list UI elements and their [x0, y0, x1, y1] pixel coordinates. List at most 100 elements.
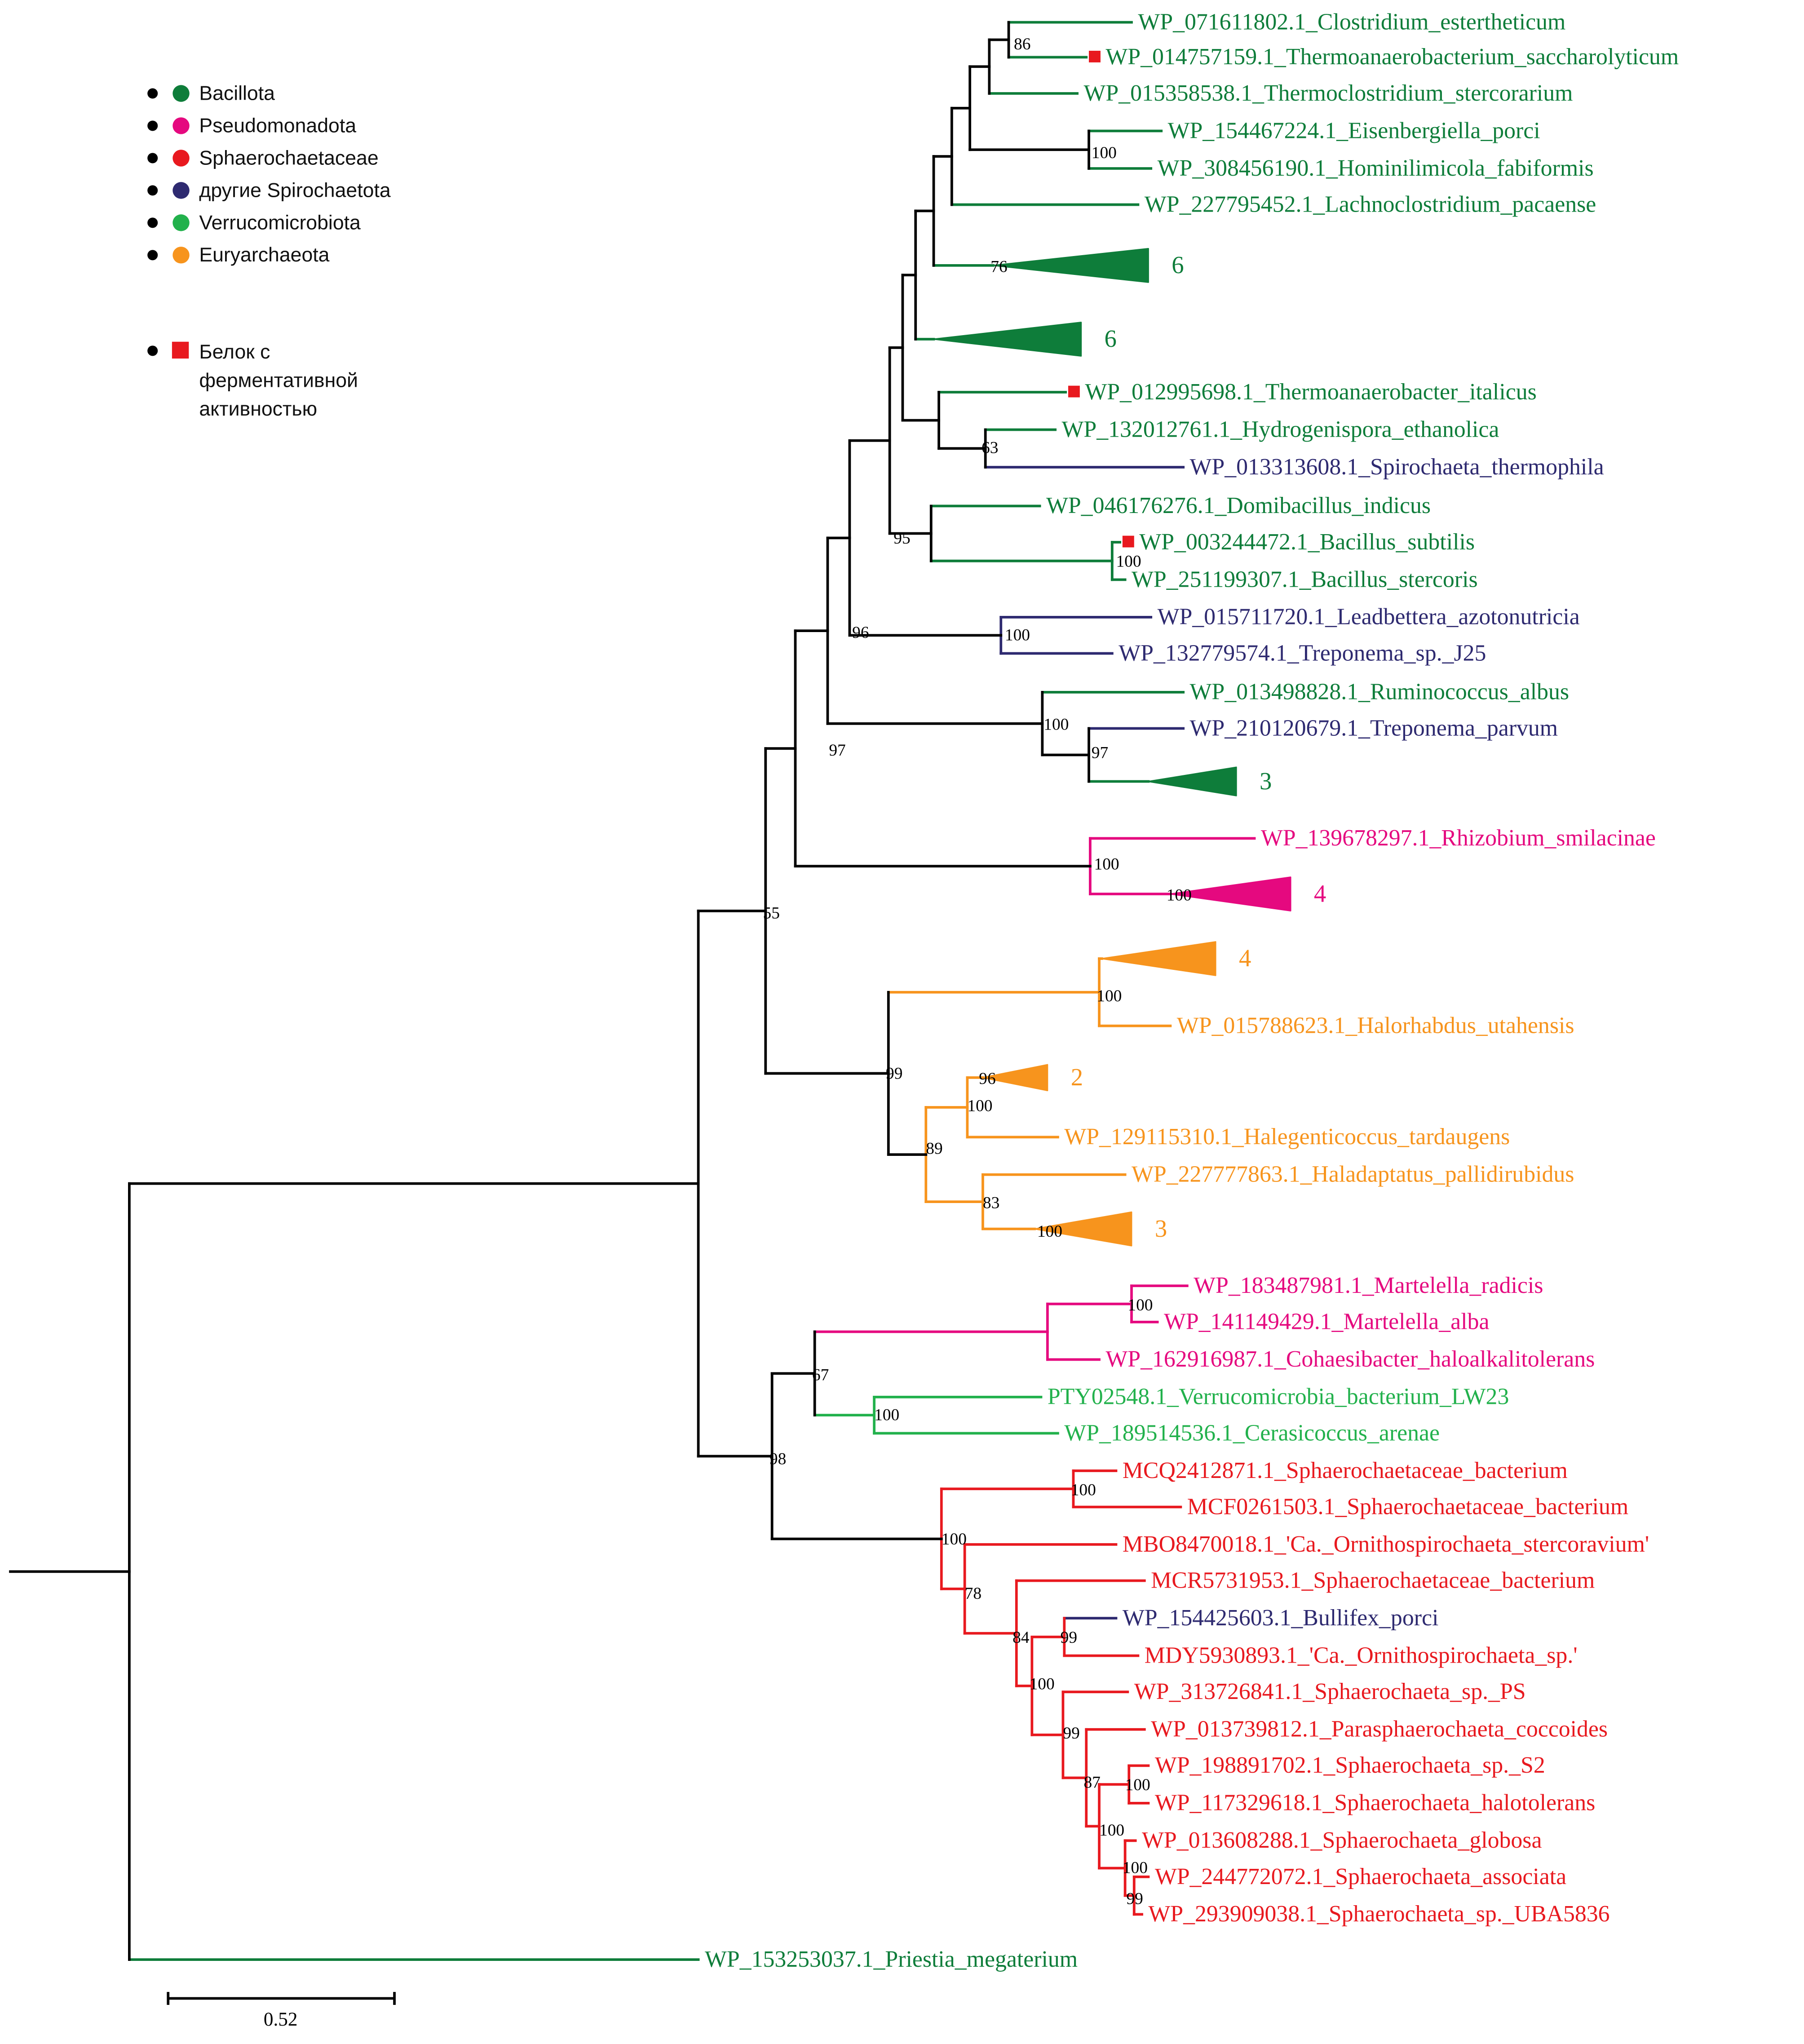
- legend-bullet-icon: [147, 217, 158, 228]
- taxon-label: WP_189514536.1_Cerasicoccus_arenae: [1064, 1420, 1440, 1446]
- collapsed-clade-triangle: [933, 322, 1082, 357]
- taxon-label: WP_003244472.1_Bacillus_subtilis: [1139, 529, 1475, 555]
- legend: Bacillota Pseudomonadota Sphaerochaetace…: [147, 82, 391, 420]
- support-value: 76: [990, 257, 1007, 276]
- collapsed-clade-triangle: [1169, 876, 1291, 911]
- taxon-label: WP_013739812.1_Parasphaerochaeta_coccoid…: [1151, 1717, 1608, 1742]
- taxon-label: MCQ2412871.1_Sphaerochaetaceae_bacterium: [1123, 1458, 1568, 1483]
- enzyme-activity-marker-icon: [1088, 50, 1101, 62]
- support-value: 84: [1013, 1628, 1030, 1647]
- support-value: 100: [1116, 553, 1141, 571]
- legend-enzyme-note: Белок с ферментативной активностью: [147, 341, 358, 420]
- taxon-label: WP_162916987.1_Cohaesibacter_haloalkalit…: [1105, 1346, 1595, 1372]
- support-value: 100: [874, 1406, 899, 1425]
- legend-color-dot-icon: [172, 85, 190, 102]
- legend-color-dot-icon: [172, 247, 190, 264]
- taxon-label: WP_313726841.1_Sphaerochaeta_sp._PS: [1134, 1679, 1526, 1704]
- support-value: 83: [983, 1194, 999, 1212]
- support-value: 100: [1097, 987, 1122, 1005]
- support-value: 99: [1063, 1724, 1079, 1743]
- support-value: 100: [967, 1097, 992, 1115]
- collapsed-clade-triangle: [982, 1064, 1048, 1092]
- taxon-label: WP_132012761.1_Hydrogenispora_ethanolica: [1062, 416, 1499, 442]
- support-value: 99: [1061, 1628, 1077, 1647]
- collapsed-clade-triangle: [992, 248, 1149, 283]
- taxon-label: WP_198891702.1_Sphaerochaeta_sp._S2: [1155, 1752, 1545, 1778]
- legend-bullet-icon: [147, 345, 158, 356]
- legend-item-spirochaetota: другие Spirochaetota: [147, 179, 391, 201]
- support-value: 95: [893, 529, 910, 548]
- support-value: 100: [1071, 1481, 1096, 1500]
- legend-color-dot-icon: [172, 182, 190, 199]
- support-value: 100: [1037, 1222, 1062, 1241]
- clade-count-label: 6: [1105, 325, 1117, 352]
- legend-bullet-icon: [147, 153, 158, 164]
- support-value: 100: [1030, 1675, 1055, 1693]
- collapsed-clade-triangle: [1034, 1211, 1132, 1247]
- legend-color-dot-icon: [172, 214, 190, 231]
- taxon-label: WP_132779574.1_Treponema_sp._J25: [1119, 640, 1486, 666]
- taxon-label: WP_139678297.1_Rhizobium_smilacinae: [1261, 825, 1656, 851]
- taxon-label: WP_227795452.1_Lachnoclostridium_pacaens…: [1145, 191, 1596, 217]
- legend-color-dot-icon: [172, 117, 190, 134]
- legend-label: Sphaerochaetaceae: [199, 147, 378, 169]
- taxon-label: MBO8470018.1_'Ca._Ornithospirochaeta_ste…: [1123, 1531, 1649, 1557]
- support-value: 67: [812, 1366, 829, 1384]
- taxon-label: WP_012995698.1_Thermoanaerobacter_italic…: [1085, 379, 1536, 405]
- support-value: 63: [982, 438, 998, 457]
- support-value: 100: [1005, 626, 1030, 645]
- taxon-label: WP_013498828.1_Ruminococcus_albus: [1190, 679, 1570, 705]
- taxon-label: WP_015711720.1_Leadbettera_azotonutricia: [1158, 604, 1580, 630]
- taxon-label: WP_141149429.1_Martelella_alba: [1164, 1309, 1490, 1335]
- enzyme-activity-marker-icon: [1068, 385, 1080, 398]
- legend-item-euryarchaeota: Euryarchaeota: [147, 244, 330, 266]
- legend-item-bacillota: Bacillota: [147, 82, 275, 104]
- taxon-label: MDY5930893.1_'Ca._Ornithospirochaeta_sp.…: [1145, 1642, 1578, 1668]
- clade-count-label: 4: [1239, 944, 1251, 972]
- taxon-label: WP_183487981.1_Martelella_radicis: [1194, 1273, 1543, 1298]
- taxon-label: WP_210120679.1_Treponema_parvum: [1190, 715, 1558, 741]
- scale-bar: 0.52: [167, 1992, 396, 2030]
- legend-label: Pseudomonadota: [199, 115, 356, 137]
- support-value: 100: [1094, 855, 1119, 873]
- enzyme-note-line: активностью: [199, 398, 317, 420]
- collapsed-clade-triangle: [1101, 941, 1216, 976]
- support-value: 100: [1099, 1821, 1124, 1840]
- taxon-label: WP_227777863.1_Haladaptatus_pallidirubid…: [1132, 1162, 1574, 1187]
- support-value: 100: [1043, 715, 1069, 734]
- support-value: 55: [763, 904, 780, 923]
- support-value: 78: [965, 1584, 982, 1603]
- legend-label: Verrucomicrobiota: [199, 212, 361, 234]
- support-value: 97: [1092, 744, 1108, 762]
- support-value: 100: [1092, 144, 1117, 162]
- enzyme-activity-marker-icon: [1122, 535, 1134, 548]
- legend-color-dot-icon: [172, 150, 190, 167]
- tree: WP_071611802.1_Clostridium_estertheticum…: [9, 9, 1679, 1972]
- legend-bullet-icon: [147, 185, 158, 196]
- support-value: 89: [926, 1140, 942, 1158]
- taxon-label: MCF0261503.1_Sphaerochaetaceae_bacterium: [1187, 1494, 1628, 1519]
- taxon-label: WP_015358538.1_Thermoclostridium_stercor…: [1083, 80, 1573, 106]
- enzyme-note-line: Белок с: [199, 341, 270, 363]
- taxon-label: WP_154425603.1_Bullifex_porci: [1123, 1605, 1439, 1631]
- taxon-label: WP_153253037.1_Priestia_megaterium: [705, 1947, 1078, 1972]
- support-value: 96: [979, 1070, 995, 1088]
- taxon-label: WP_015788623.1_Halorhabdus_utahensis: [1177, 1013, 1574, 1038]
- support-value: 100: [1125, 1776, 1150, 1794]
- collapsed-clade-triangle: [1147, 766, 1237, 796]
- support-value: 100: [942, 1530, 967, 1548]
- enzyme-marker-icon: [172, 341, 189, 359]
- legend-item-pseudomonadota: Pseudomonadota: [147, 115, 356, 137]
- clade-count-label: 4: [1314, 880, 1326, 907]
- support-value: 100: [1128, 1296, 1153, 1314]
- support-value: 99: [886, 1065, 902, 1083]
- taxon-label: PTY02548.1_Verrucomicrobia_bacterium_LW2…: [1048, 1384, 1509, 1410]
- legend-label: другие Spirochaetota: [199, 179, 391, 201]
- taxon-label: WP_308456190.1_Hominilimicola_fabiformis: [1158, 155, 1594, 181]
- taxon-label: MCR5731953.1_Sphaerochaetaceae_bacterium: [1151, 1567, 1595, 1593]
- taxon-label: WP_046176276.1_Domibacillus_indicus: [1046, 493, 1431, 518]
- clade-count-label: 3: [1260, 767, 1272, 795]
- clade-count-label: 3: [1155, 1215, 1167, 1242]
